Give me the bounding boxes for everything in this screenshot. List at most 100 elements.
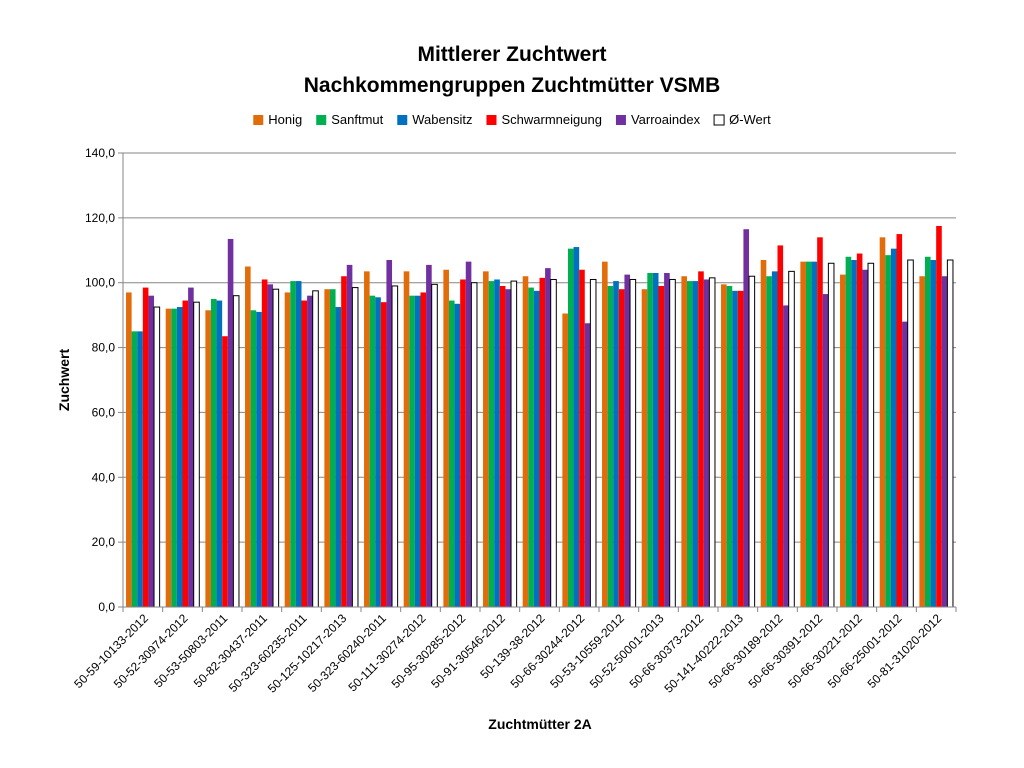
bar-honig-4 xyxy=(284,292,291,607)
legend-swatch xyxy=(397,115,408,125)
bar-varroaindex-5 xyxy=(346,264,353,607)
bar--wert-15 xyxy=(748,275,756,608)
y-tick-label: 100,0 xyxy=(85,276,115,290)
bar-wabensitz-15 xyxy=(732,290,738,607)
bar-schwarmneigung-9 xyxy=(499,285,506,607)
legend-swatch xyxy=(253,115,264,125)
bar-sanftmut-0 xyxy=(131,331,138,607)
bar-honig-18 xyxy=(840,274,846,607)
bar-honig-13 xyxy=(641,289,648,607)
bar-wabensitz-16 xyxy=(771,271,778,607)
bar--wert-11 xyxy=(589,278,597,608)
bar-schwarmneigung-15 xyxy=(737,290,744,607)
bar--wert-7 xyxy=(431,283,438,608)
bar-honig-14 xyxy=(681,276,687,607)
bar--wert-10 xyxy=(550,278,557,608)
y-tick-label: 60,0 xyxy=(92,405,116,419)
bar-honig-9 xyxy=(483,271,489,607)
bar-sanftmut-4 xyxy=(290,281,296,607)
bars xyxy=(126,225,954,608)
legend-label: Wabensitz xyxy=(412,112,472,127)
bar-sanftmut-14 xyxy=(686,281,693,607)
x-tick-label: 50-66-30221-2012 xyxy=(785,611,865,691)
bar-sanftmut-2 xyxy=(210,298,217,607)
bar-wabensitz-7 xyxy=(414,295,421,607)
y-tick-label: 80,0 xyxy=(92,341,116,355)
bar-honig-11 xyxy=(562,313,568,607)
bar-varroaindex-7 xyxy=(426,264,432,607)
bar-wabensitz-8 xyxy=(454,303,461,607)
legend-label: Sanftmut xyxy=(331,112,383,127)
chart-subtitle: Nachkommengruppen Zuchtmütter VSMB xyxy=(304,74,721,97)
bar-honig-8 xyxy=(443,269,449,607)
bar-honig-17 xyxy=(800,261,806,607)
bar-honig-16 xyxy=(760,260,767,607)
bar-honig-7 xyxy=(403,271,410,607)
bar-sanftmut-1 xyxy=(171,308,177,607)
bar-honig-20 xyxy=(919,276,925,607)
bar-schwarmneigung-12 xyxy=(618,289,625,607)
bar-honig-2 xyxy=(205,310,211,607)
bar-wabensitz-6 xyxy=(375,297,381,607)
bar--wert-18 xyxy=(867,262,875,608)
bar-varroaindex-17 xyxy=(822,294,829,607)
legend-swatch xyxy=(713,114,725,126)
bar-schwarmneigung-10 xyxy=(539,277,546,607)
bar-varroaindex-18 xyxy=(862,269,869,607)
bar-sanftmut-10 xyxy=(528,287,534,607)
x-tick-label: 50-91-30546-2012 xyxy=(428,611,508,691)
bar--wert-1 xyxy=(193,301,200,608)
bar--wert-16 xyxy=(788,270,795,608)
bar-varroaindex-13 xyxy=(664,272,670,607)
bar-sanftmut-15 xyxy=(726,285,733,607)
x-tick-label: 50-52-50001-2013 xyxy=(587,611,667,691)
bar--wert-6 xyxy=(391,285,399,608)
axes xyxy=(122,153,957,612)
bar-sanftmut-13 xyxy=(647,272,653,607)
bar--wert-13 xyxy=(669,278,676,608)
bar--wert-12 xyxy=(629,278,637,608)
bar-varroaindex-12 xyxy=(624,274,631,607)
y-tick-label: 140,0 xyxy=(85,146,115,160)
bar--wert-4 xyxy=(312,290,319,608)
x-tick-label: 50-66-25001-2012 xyxy=(825,611,905,691)
bar-honig-12 xyxy=(602,261,608,607)
bar-varroaindex-20 xyxy=(941,276,948,607)
bar-sanftmut-5 xyxy=(329,289,336,607)
bar-sanftmut-8 xyxy=(448,300,455,607)
bar-schwarmneigung-3 xyxy=(261,279,268,607)
bar-varroaindex-19 xyxy=(902,321,908,607)
bar-wabensitz-13 xyxy=(652,272,659,607)
bar-schwarmneigung-7 xyxy=(420,292,427,607)
chart-legend: Honig Sanftmut Wabensitz Schwarmneigung Varr… xyxy=(253,112,771,127)
bar-varroaindex-4 xyxy=(307,295,313,607)
legend-label: Varroaindex xyxy=(631,112,701,127)
bar-wabensitz-5 xyxy=(335,307,342,607)
bar-wabensitz-12 xyxy=(613,281,619,607)
legend-label: Schwarmneigung xyxy=(501,112,601,127)
bar-sanftmut-19 xyxy=(885,255,891,607)
bar-honig-5 xyxy=(324,289,330,607)
bar--wert-5 xyxy=(351,287,359,608)
bar-schwarmneigung-0 xyxy=(142,287,149,607)
bar-wabensitz-11 xyxy=(573,247,580,608)
bar--wert-14 xyxy=(708,277,716,608)
bar-schwarmneigung-16 xyxy=(777,245,784,608)
x-tick-label: 50-81-31020-2012 xyxy=(865,611,945,691)
bar-sanftmut-3 xyxy=(250,310,257,607)
x-axis-title: Zuchtmütter 2A xyxy=(488,716,591,732)
bar-schwarmneigung-5 xyxy=(341,276,347,607)
bar-schwarmneigung-13 xyxy=(658,285,665,607)
bar-varroaindex-6 xyxy=(386,260,393,607)
bar-varroaindex-16 xyxy=(783,305,789,607)
x-tick-label: 50-66-30373-2012 xyxy=(627,611,707,691)
bar-wabensitz-2 xyxy=(216,300,223,607)
bar-varroaindex-1 xyxy=(188,287,194,607)
y-tick-labels: 0,0 20,0 40,0 60,0 80,0 100,0 120,0 140,0 xyxy=(85,146,115,614)
bar-wabensitz-4 xyxy=(295,281,302,607)
bar-sanftmut-20 xyxy=(924,256,931,607)
bar-varroaindex-8 xyxy=(465,261,472,607)
bar-schwarmneigung-20 xyxy=(936,225,942,607)
chart-title: Mittlerer Zuchtwert xyxy=(417,43,606,66)
